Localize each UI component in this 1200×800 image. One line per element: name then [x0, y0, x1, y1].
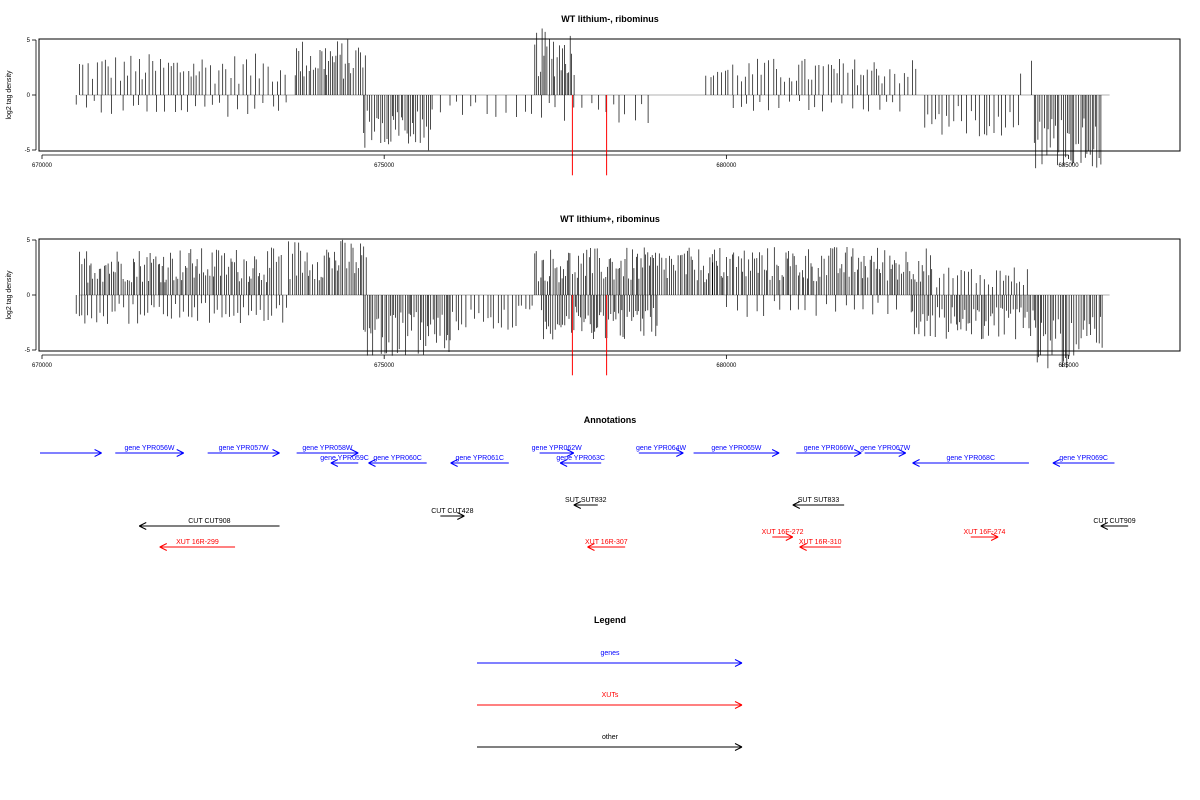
feature-label: XUT 16R-299: [176, 539, 219, 546]
legend-arrow: [477, 701, 743, 709]
feature-label: gene YPR066W: [804, 445, 854, 452]
legend-label: XUTs: [602, 692, 619, 699]
gene-arrow: [296, 449, 359, 457]
feature-label: CUT CUT909: [1093, 518, 1135, 525]
gene-arrow: [330, 459, 359, 467]
x-tick-label: 670000: [32, 163, 53, 169]
y-axis-label: log2 tag density: [6, 270, 13, 320]
y-tick-label: 5: [27, 38, 31, 44]
xut-arrow: [587, 543, 626, 551]
gene-arrow: [368, 459, 427, 467]
other-arrow: [440, 512, 465, 520]
feature-label: gene YPR063C: [556, 455, 605, 462]
feature-label: gene YPR061C: [455, 455, 504, 462]
legend-title: Legend: [594, 615, 626, 625]
y-tick-label: 0: [27, 93, 31, 99]
axes: 670000 675000 680000 685000 -5 0 5: [25, 238, 1080, 369]
plot-frame: [38, 238, 1181, 352]
feature-label: gene YPR062W: [532, 445, 582, 452]
gene-arrow: [115, 449, 184, 457]
x-tick-label: 675000: [374, 363, 395, 369]
gene-arrow: [693, 449, 780, 457]
legend-arrow: [477, 743, 743, 751]
feature-label: XUT 16F-272: [762, 529, 804, 536]
y-tick-label: 0: [27, 293, 31, 299]
other-arrow: [1100, 522, 1129, 530]
feature-label: CUT CUT428: [431, 508, 473, 515]
y-tick-label: -5: [25, 148, 31, 154]
feature-label: gene YPR065W: [711, 445, 761, 452]
panel-title: WT lithium+, ribominus: [560, 214, 660, 224]
x-tick-label: 670000: [32, 363, 53, 369]
annotations-track: Annotations gene YPR056W gene YPR057W gene…: [40, 415, 1136, 551]
gene-arrow: [40, 449, 102, 457]
feature-label: gene YPR057W: [219, 445, 269, 452]
density-bars: [75, 239, 1110, 376]
annotation-features: gene YPR056W gene YPR057W gene YPR058W gene…: [40, 445, 1136, 551]
legend-label: genes: [600, 650, 620, 657]
density-bars: [75, 28, 1110, 176]
feature-label: XUT 16R-310: [799, 539, 842, 546]
xut-arrow: [159, 543, 236, 551]
feature-label: gene YPR056W: [124, 445, 174, 452]
x-tick-label: 685000: [1059, 363, 1080, 369]
xut-arrow: [799, 543, 841, 551]
other-arrow: [139, 522, 280, 530]
feature-label: gene YPR069C: [1059, 455, 1108, 462]
panel-title: WT lithium-, ribominus: [561, 14, 659, 24]
feature-label: gene YPR058W: [302, 445, 352, 452]
feature-label: gene YPR067W: [860, 445, 910, 452]
gene-arrow: [207, 449, 280, 457]
gene-arrow: [539, 449, 575, 457]
y-axis-label: log2 tag density: [6, 70, 13, 120]
legend-label: other: [602, 734, 619, 741]
gene-arrow: [450, 459, 509, 467]
legend-arrow: [477, 659, 743, 667]
density-panel-lithium-plus: WT lithium+, ribominus log2 tag density …: [6, 214, 1181, 376]
plot-frame: [38, 38, 1181, 152]
feature-label: gene YPR068C: [946, 455, 995, 462]
annotations-title: Annotations: [584, 415, 637, 425]
x-tick-label: 675000: [374, 163, 395, 169]
axes: 670000 675000 680000 685000 -5 0 5: [25, 38, 1080, 169]
gene-arrow: [796, 449, 862, 457]
feature-label: SUT SUT832: [565, 497, 607, 504]
feature-label: XUT 16R-307: [585, 539, 628, 546]
feature-label: gene YPR060C: [373, 455, 422, 462]
other-arrow: [792, 501, 845, 509]
feature-label: CUT CUT908: [188, 518, 230, 525]
density-panel-lithium-minus: WT lithium-, ribominus log2 tag density …: [6, 14, 1181, 176]
y-tick-label: -5: [25, 348, 31, 354]
x-tick-label: 680000: [716, 363, 737, 369]
gene-arrow: [559, 459, 602, 467]
x-tick-label: 680000: [716, 163, 737, 169]
gene-arrow: [1052, 459, 1115, 467]
feature-label: gene YPR059C: [320, 455, 369, 462]
legend-items: genes XUTs other: [477, 650, 743, 751]
x-tick-label: 685000: [1059, 163, 1080, 169]
feature-label: SUT SUT833: [798, 497, 840, 504]
y-tick-label: 5: [27, 238, 31, 244]
feature-label: gene YPR064W: [636, 445, 686, 452]
gene-arrow: [912, 459, 1029, 467]
xut-arrow: [772, 533, 794, 541]
feature-label: XUT 16F-274: [963, 529, 1005, 536]
other-arrow: [573, 501, 598, 509]
gene-arrow: [864, 449, 906, 457]
legend: Legend genes XUTs other: [477, 615, 743, 751]
xut-arrow: [970, 533, 999, 541]
gene-arrow: [638, 449, 684, 457]
